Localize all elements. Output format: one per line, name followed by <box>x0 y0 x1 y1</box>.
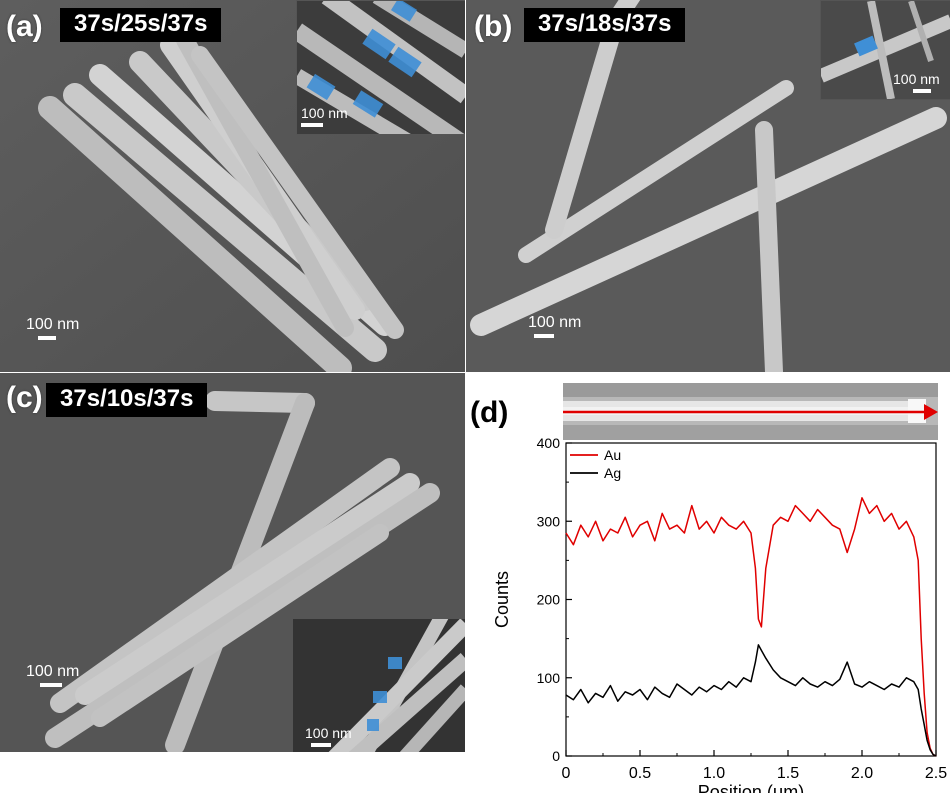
panel-a-inset-scale-bar: 100 nm <box>301 105 348 127</box>
panel-c-scale-label: 100 nm <box>26 663 80 680</box>
panel-c-scale-bar: 100 nm <box>26 663 79 687</box>
panel-a-inset-scale-line <box>301 123 323 127</box>
panel-a-scale-label: 100 nm <box>26 316 80 333</box>
panel-c-inset-scale-bar: 100 nm <box>305 725 352 747</box>
panel-c-micrograph <box>0 373 465 752</box>
panel-a-scale-bar: 100 nm <box>26 316 79 340</box>
panel-c-condition: 37s/10s/37s <box>46 383 208 417</box>
panel-d-wire-micrograph <box>563 383 938 440</box>
panel-c-inset-micrograph <box>293 619 465 752</box>
y-tick-label: 0 <box>552 748 560 764</box>
panel-c-label: (c) <box>6 381 43 414</box>
legend-label-au: Au <box>604 447 621 463</box>
panel-c: (c) 37s/10s/37s 100 nm 100 nm <box>0 373 465 752</box>
panel-b-scale-line <box>534 334 554 338</box>
panel-c-inset-scale-line <box>311 743 331 747</box>
x-tick-label: 0 <box>562 765 571 782</box>
panel-a: (a) 37s/25s/37s 100 nm 100 nm <box>0 0 465 372</box>
x-tick-label: 1.0 <box>703 765 725 782</box>
y-axis-label: Counts <box>492 571 512 628</box>
panel-b-scale-label: 100 nm <box>528 314 582 331</box>
y-tick-label: 400 <box>537 435 561 451</box>
panel-a-inset-scale-label: 100 nm <box>301 105 348 121</box>
panel-d-label: (d) <box>470 396 509 429</box>
panel-c-scale-line <box>40 683 62 687</box>
x-axis-label: Position (μm) <box>698 782 804 793</box>
y-tick-label: 300 <box>537 513 561 529</box>
panel-b-inset-scale-bar: 100 nm <box>893 71 940 93</box>
y-tick-label: 100 <box>537 670 561 686</box>
x-tick-label: 0.5 <box>629 765 651 782</box>
panel-b-inset-scale-label: 100 nm <box>893 71 940 87</box>
panel-b-scale-bar: 100 nm <box>528 314 581 338</box>
panel-b-inset: 100 nm <box>820 0 950 100</box>
panel-a-scale-line <box>38 336 56 340</box>
panel-b-inset-micrograph <box>821 1 950 99</box>
series-line-au <box>565 497 937 757</box>
y-tick-label: 200 <box>537 592 561 608</box>
panel-b: (b) 37s/18s/37s 100 nm 100 nm <box>466 0 950 372</box>
x-tick-label: 2.5 <box>925 765 947 782</box>
panel-a-inset: 100 nm <box>296 0 465 135</box>
panel-b-label: (b) <box>474 10 513 43</box>
series-line-ag <box>565 644 937 757</box>
panel-a-inset-micrograph <box>297 1 465 134</box>
panel-b-condition: 37s/18s/37s <box>524 8 686 42</box>
panel-c-inset-scale-label: 100 nm <box>305 725 352 741</box>
chart-plot-area <box>565 442 937 757</box>
panel-a-condition: 37s/25s/37s <box>60 8 222 42</box>
x-tick-label: 2.0 <box>851 765 873 782</box>
x-tick-label: 1.5 <box>777 765 799 782</box>
legend-label-ag: Ag <box>604 465 621 481</box>
linescan-arrow-icon <box>924 404 938 420</box>
panel-c-inset: 100 nm <box>292 618 465 752</box>
panel-d-linescan-image <box>563 383 938 440</box>
panel-a-label: (a) <box>6 10 43 43</box>
panel-b-inset-scale-line <box>913 89 931 93</box>
